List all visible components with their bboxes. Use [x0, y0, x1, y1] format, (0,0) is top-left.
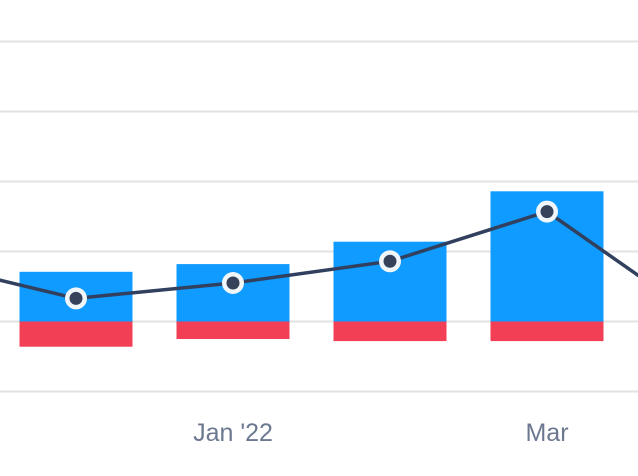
- data-point-marker[interactable]: [226, 276, 240, 290]
- data-point-marker[interactable]: [540, 205, 554, 219]
- bar-negative[interactable]: [490, 321, 604, 342]
- bar-negative[interactable]: [19, 321, 133, 347]
- data-point-marker[interactable]: [69, 291, 83, 305]
- data-point-marker[interactable]: [383, 254, 397, 268]
- trend-line[interactable]: [0, 209, 638, 301]
- bar-negative[interactable]: [176, 321, 290, 340]
- bar-negative[interactable]: [333, 321, 447, 342]
